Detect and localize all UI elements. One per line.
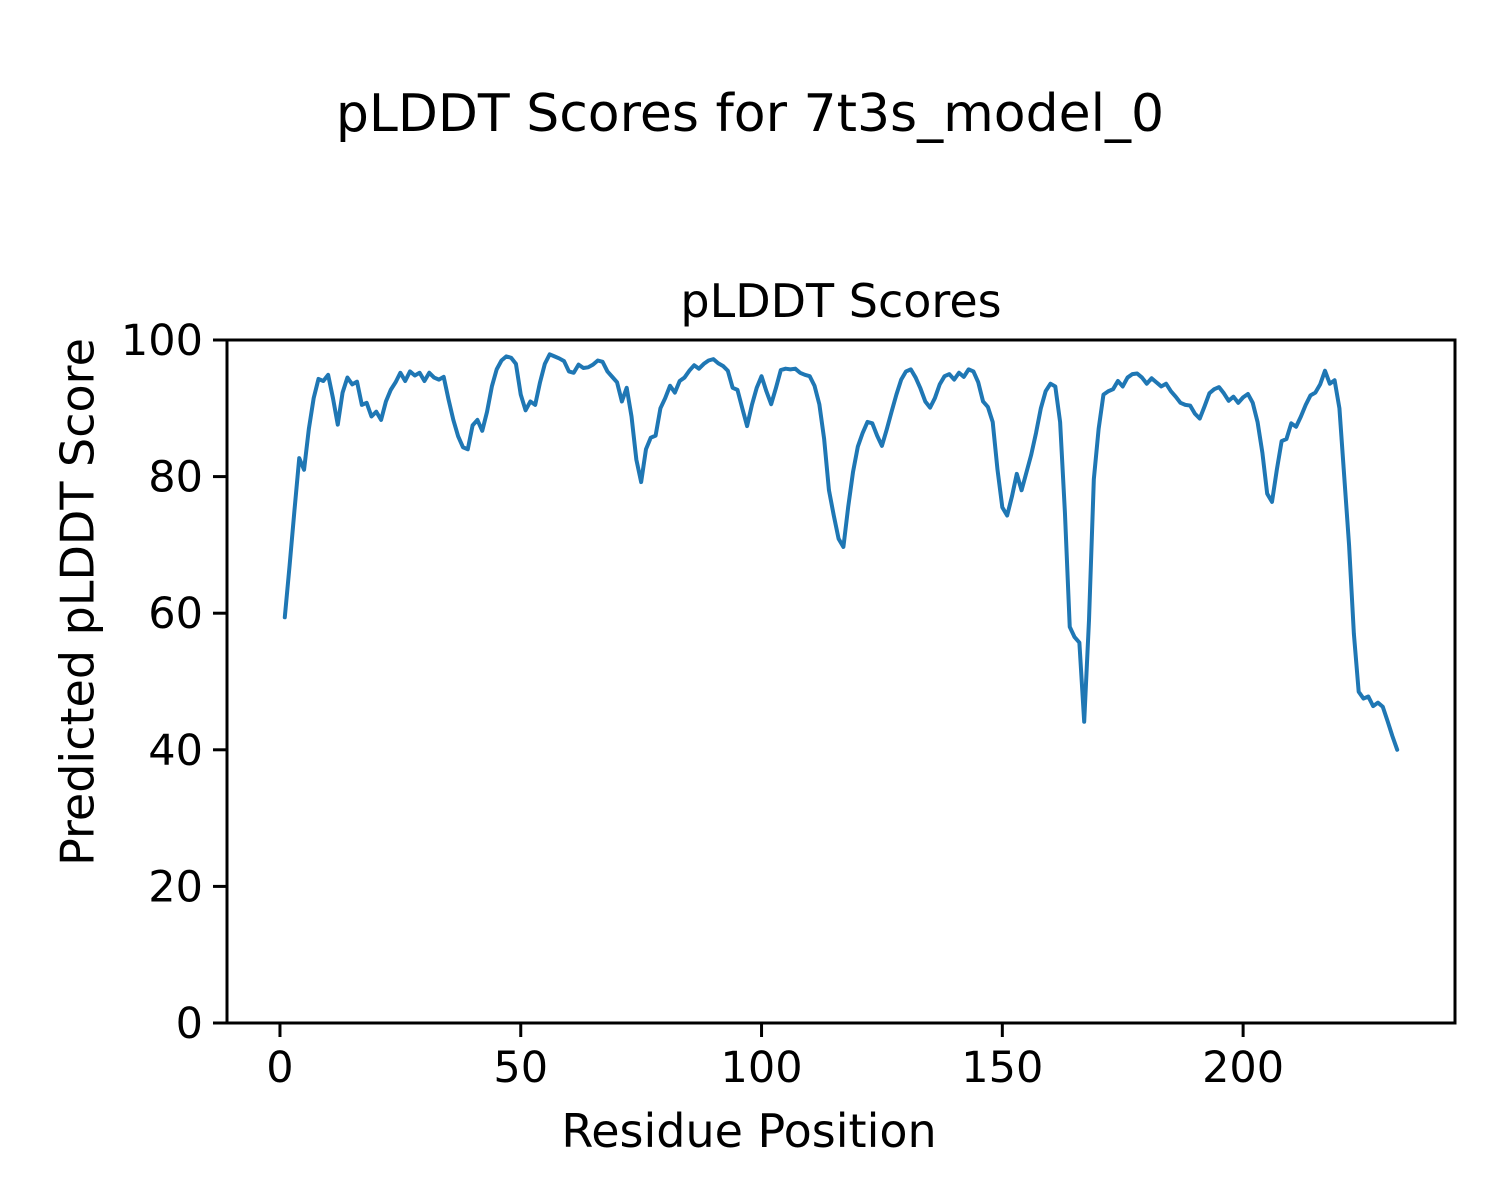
x-tick-label: 50 bbox=[493, 1043, 548, 1093]
y-tick-label: 60 bbox=[148, 589, 203, 639]
x-tick-label: 200 bbox=[1202, 1043, 1284, 1093]
y-tick-label: 80 bbox=[148, 453, 203, 503]
y-tick-label: 40 bbox=[148, 726, 203, 776]
y-tick-label: 0 bbox=[176, 999, 203, 1049]
plddt-line bbox=[282, 352, 1400, 752]
axes-spines bbox=[225, 338, 1457, 1025]
x-tick-label: 0 bbox=[266, 1043, 293, 1093]
x-tick-label: 150 bbox=[961, 1043, 1043, 1093]
figure-title: pLDDT Scores for 7t3s_model_0 bbox=[335, 84, 1165, 144]
axes-title: pLDDT Scores bbox=[680, 274, 1002, 328]
x-tick-label: 100 bbox=[721, 1043, 803, 1093]
y-tick-label: 100 bbox=[121, 316, 203, 366]
y-tick-label: 20 bbox=[148, 862, 203, 912]
x-axis-label: Residue Position bbox=[561, 1104, 937, 1158]
